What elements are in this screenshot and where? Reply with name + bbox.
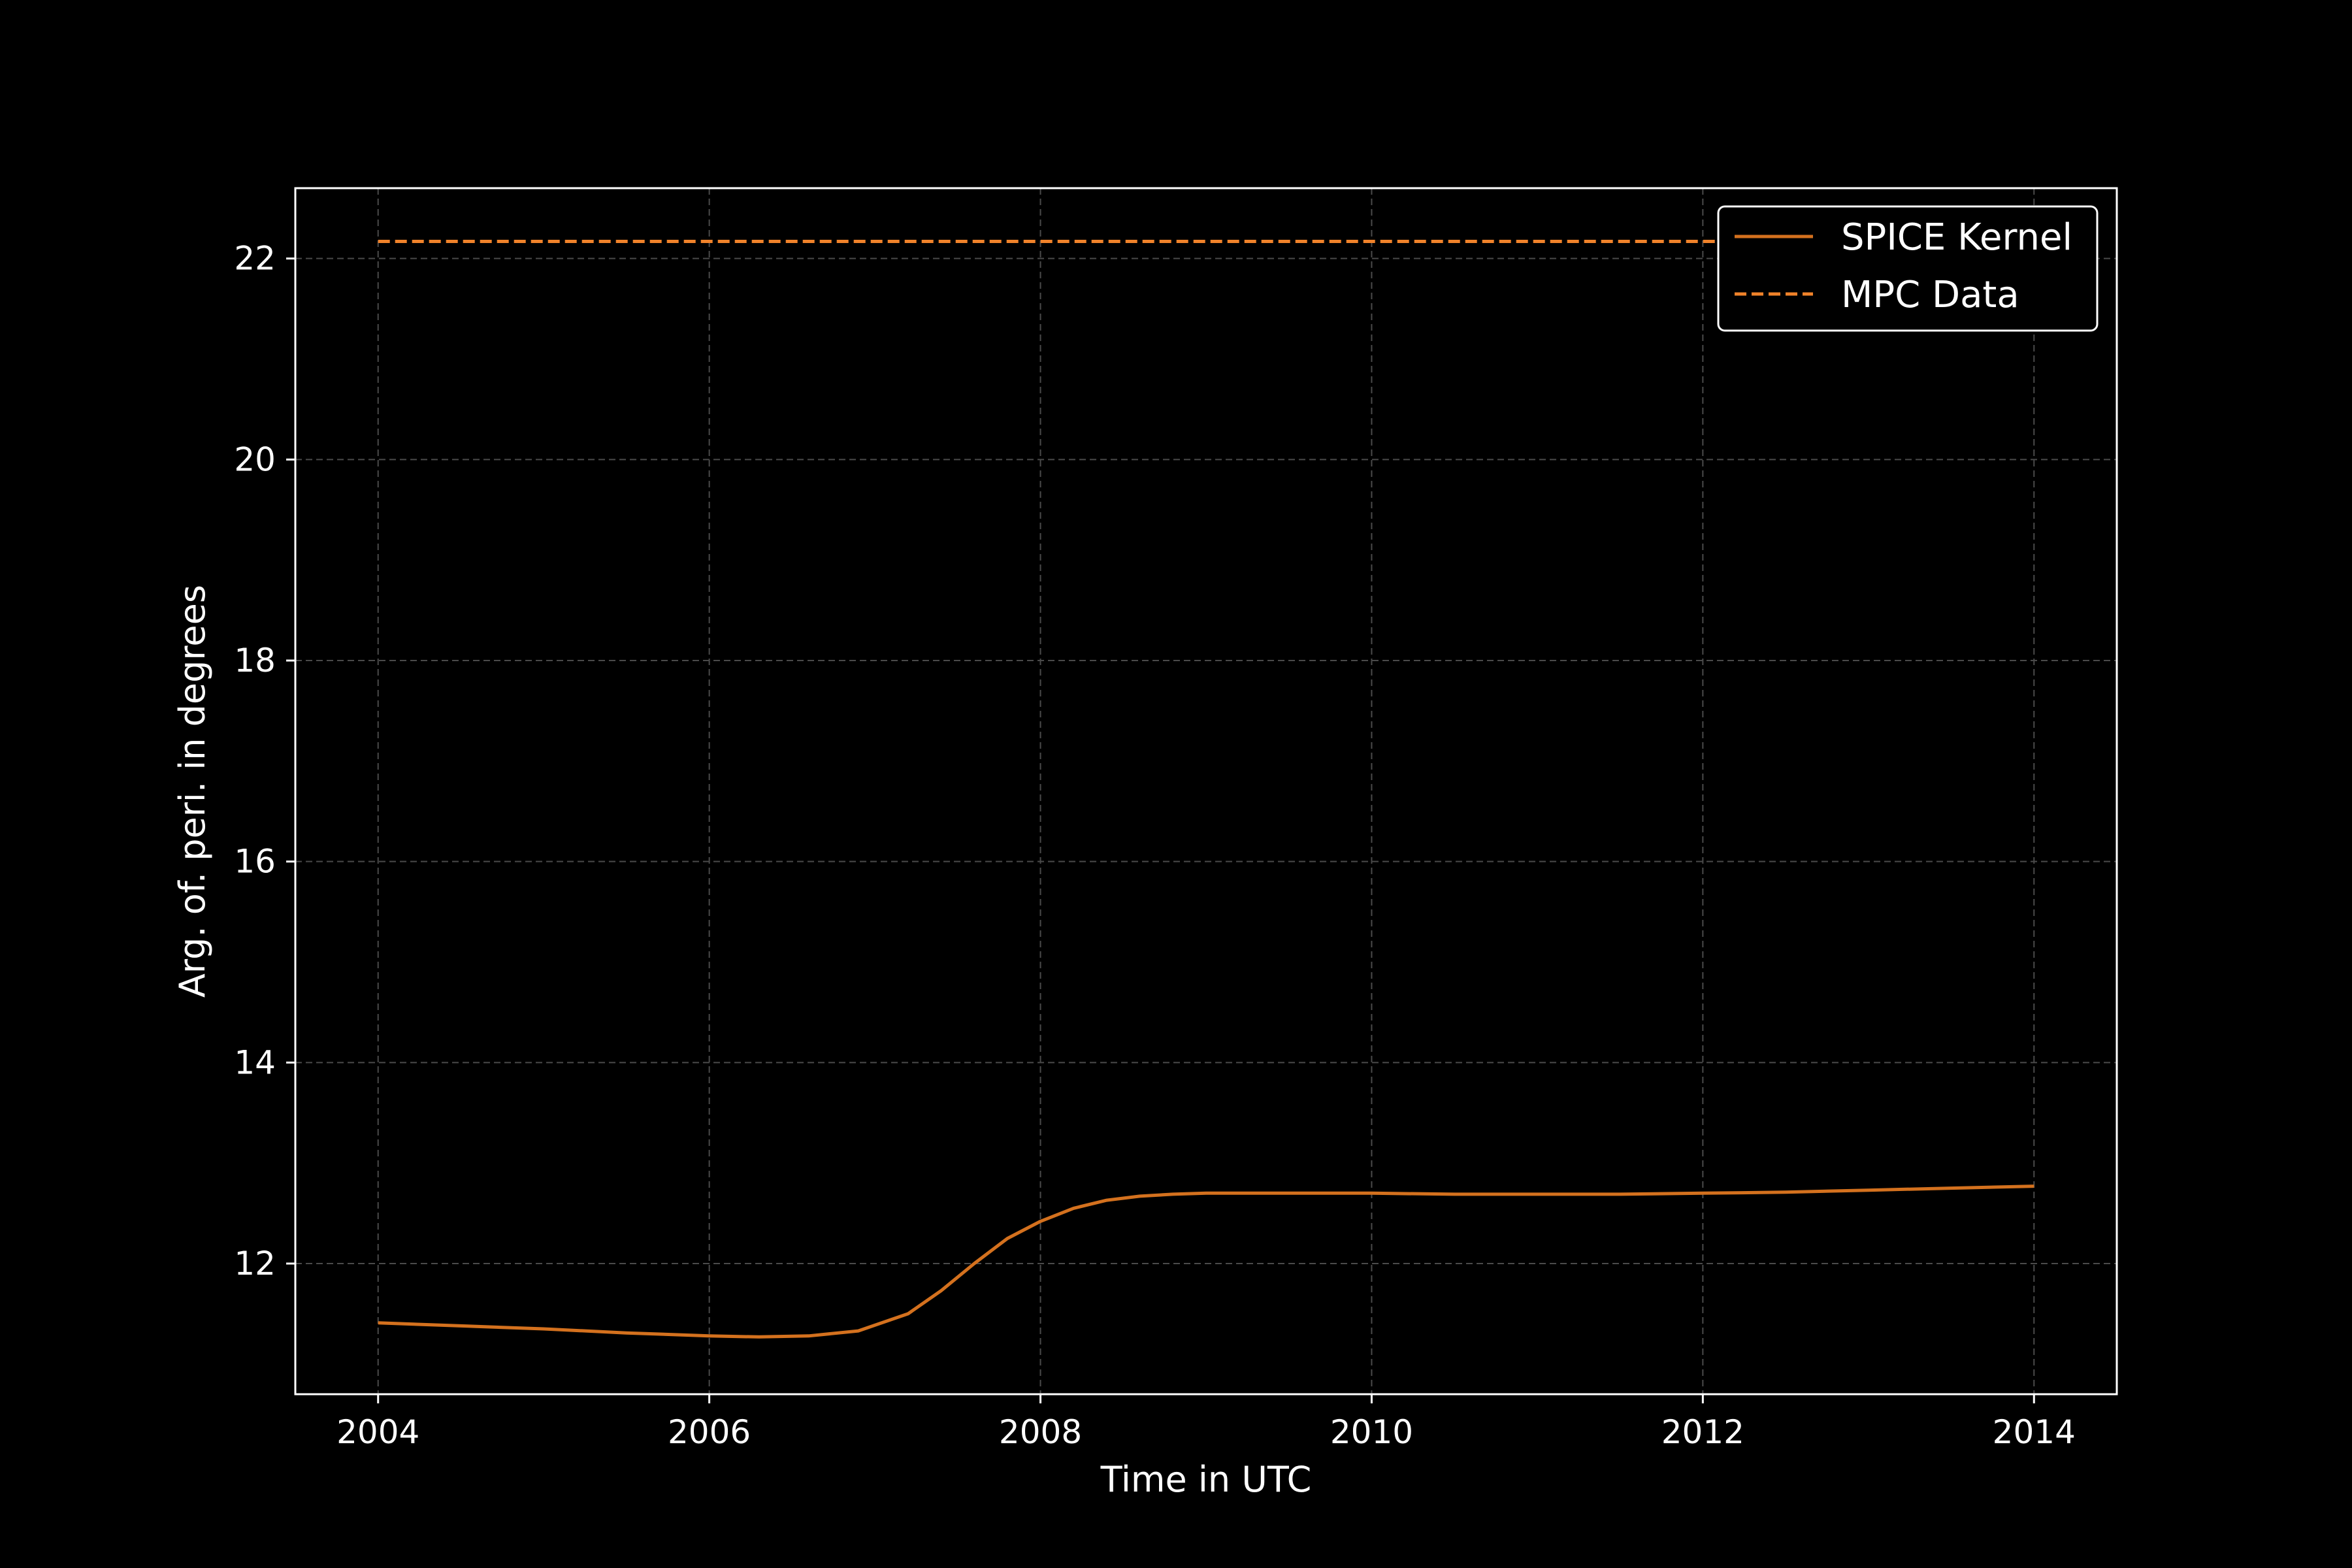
y-tick-label-22: 22 [234,240,276,278]
x-tick-label-2010: 2010 [1330,1413,1413,1451]
y-tick-label-16: 16 [234,843,276,881]
legend-label-mpc-data: MPC Data [1841,274,2019,316]
plot-frame [294,187,2118,1396]
ticks: 2004 2006 2008 2010 2012 2014 12 14 16 18 20 22 [234,240,2076,1451]
legend: SPICE Kernel MPC Data [1717,205,2099,332]
y-tick-label-12: 12 [234,1245,276,1282]
x-tick-label-2014: 2014 [1993,1413,2076,1451]
x-tick-label-2008: 2008 [999,1413,1082,1451]
grid [295,188,2117,1394]
x-tick-label-2006: 2006 [668,1413,751,1451]
x-axis-label: Time in UTC [1100,1459,1312,1500]
legend-label-spice-kernel: SPICE Kernel [1841,216,2072,259]
y-tick-label-20: 20 [234,440,276,478]
x-tick-label-2012: 2012 [1661,1413,1744,1451]
y-axis-label: Arg. of. peri. in degrees [172,585,213,998]
series-layer [378,240,2034,1339]
x-tick-label-2004: 2004 [336,1413,419,1451]
series-line-spice-kernel [378,1184,2034,1339]
y-tick-label-18: 18 [234,642,276,679]
y-tick-label-14: 14 [234,1043,276,1081]
